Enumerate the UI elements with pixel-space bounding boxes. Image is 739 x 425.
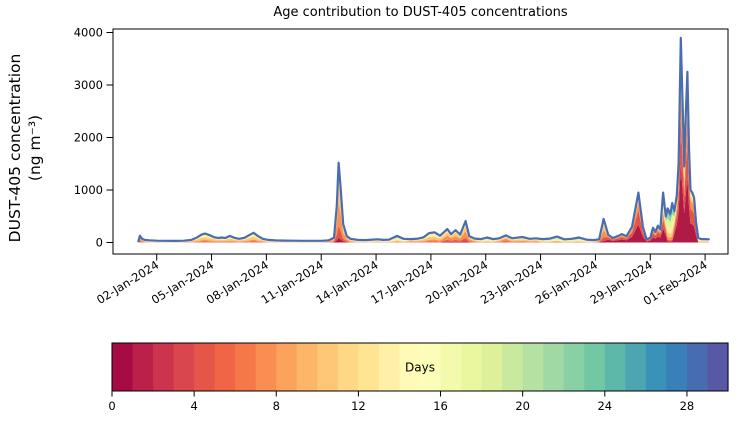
colorbar-frame <box>111 342 729 392</box>
colorbar-segment <box>153 343 175 391</box>
colorbar-segment <box>420 343 442 391</box>
colorbar-tick-label: 20 <box>515 399 530 413</box>
colorbar-segment <box>707 343 729 391</box>
age-band-area <box>138 164 709 243</box>
colorbar-segment <box>255 343 277 391</box>
colorbar-segment <box>604 343 626 391</box>
total-concentration-line <box>137 36 710 243</box>
y-tick-label: 3000 <box>74 78 103 92</box>
y-tick-label: 4000 <box>74 26 103 40</box>
colorbar-segment <box>563 343 585 391</box>
colorbar-segment <box>235 343 257 391</box>
colorbar-segment <box>584 343 606 391</box>
age-band-area <box>138 37 709 242</box>
colorbar-segment <box>337 343 359 391</box>
age-band-area <box>138 91 709 243</box>
colorbar-segment <box>399 343 421 391</box>
colorbar-segment <box>502 343 524 391</box>
colorbar-segment <box>378 343 401 391</box>
age-band-area <box>138 62 709 242</box>
colorbar-tick-label: 28 <box>680 399 695 413</box>
y-axis-label-units: (ng m⁻³) <box>26 114 45 182</box>
colorbar-tick-label: 24 <box>597 399 612 413</box>
colorbar-tick-label: 16 <box>433 399 448 413</box>
colorbar-segment <box>645 343 667 391</box>
colorbar-segment <box>132 343 154 391</box>
colorbar-segment <box>686 343 709 391</box>
age-band-area <box>138 68 709 242</box>
colorbar-tick-label: 4 <box>190 399 197 413</box>
axes-frame <box>112 28 729 255</box>
colorbar-segment <box>666 343 688 391</box>
y-tick-label: 1000 <box>74 183 103 197</box>
age-band-area <box>138 56 709 242</box>
y-axis-label-line1: DUST-405 concentration <box>6 53 24 243</box>
colorbar-segment <box>276 343 298 391</box>
colorbar-segment <box>194 343 216 391</box>
colorbar-segment <box>481 343 503 391</box>
y-axis-label: DUST-405 concentration (ng m⁻³) <box>5 0 51 298</box>
y-tick-label: 2000 <box>74 131 103 145</box>
colorbar-segment <box>461 343 483 391</box>
colorbar-segment <box>358 343 380 391</box>
colorbar-segment <box>214 343 236 391</box>
colorbar-tick-label: 12 <box>351 399 366 413</box>
colorbar-tick-label: 0 <box>108 399 115 413</box>
colorbar-segment <box>317 343 339 391</box>
colorbar-segment <box>625 343 647 391</box>
age-band-area <box>138 119 709 243</box>
age-band-area <box>138 76 709 243</box>
chart-title: Age contribution to DUST-405 concentrati… <box>273 5 568 20</box>
colorbar-segment <box>173 343 195 391</box>
colorbar-segment <box>296 343 318 391</box>
colorbar-label: Days <box>405 361 435 375</box>
colorbar-tick-label: 8 <box>273 399 280 413</box>
colorbar-segment <box>522 343 544 391</box>
y-tick-label: 0 <box>96 236 103 250</box>
colorbar-segment <box>543 343 565 391</box>
colorbar-segment <box>440 343 462 391</box>
colorbar-segment <box>112 343 134 391</box>
